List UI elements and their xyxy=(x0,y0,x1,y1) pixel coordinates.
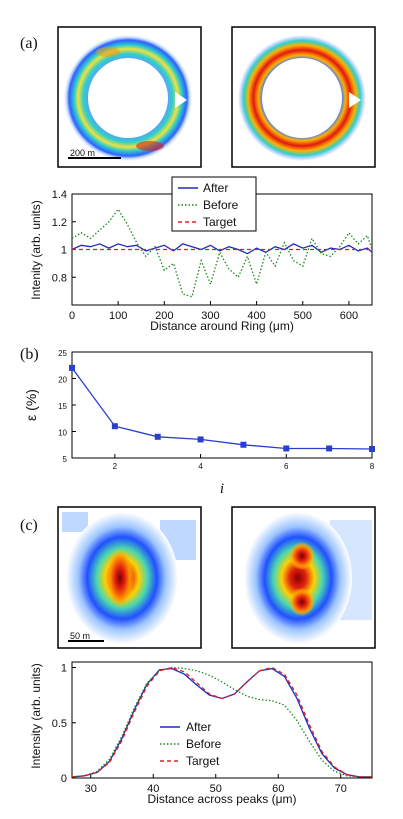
panel-label-a: (a) xyxy=(20,35,38,52)
x-tick-label: 30 xyxy=(85,783,97,795)
series-line-error xyxy=(71,367,373,450)
scale-label-a: 200 m xyxy=(70,148,95,158)
data-point xyxy=(240,441,247,448)
data-point xyxy=(111,423,118,430)
x-tick-label: 0 xyxy=(69,310,75,322)
data-point xyxy=(283,445,290,452)
y-tick-label: 1 xyxy=(61,663,67,675)
y-tick-label: 20 xyxy=(58,376,67,385)
legend-label-target: Target xyxy=(203,215,237,229)
y-tick-label: 1.2 xyxy=(52,217,67,229)
data-point xyxy=(369,445,375,452)
plot-a-ylabel: Intenity (arb. units) xyxy=(29,200,43,299)
x-tick-label: 4 xyxy=(198,462,203,471)
series-line-before xyxy=(71,666,372,778)
x-tick-label: 2 xyxy=(113,462,118,471)
ring-image-before xyxy=(231,26,376,168)
y-tick-label: 0.8 xyxy=(52,272,67,284)
panel-label-c: (c) xyxy=(20,517,38,534)
plot-c-ylabel: Intensity (arb. units) xyxy=(29,663,43,768)
plot-b-xlabel: i xyxy=(220,481,224,497)
data-point xyxy=(69,364,75,371)
series-line-before xyxy=(71,208,373,298)
plot-a-legend: After Before Target xyxy=(171,176,257,232)
plot-b-error: ε (%) i 2 4 6 8 5 10 15 20 25 xyxy=(23,349,375,497)
y-tick-label: 10 xyxy=(58,429,67,438)
series-line-after xyxy=(71,243,373,255)
y-tick-label: 5 xyxy=(63,455,68,464)
x-tick-label: 40 xyxy=(147,783,159,795)
peak-image-after: 50 m xyxy=(57,506,202,649)
peak-image-before xyxy=(231,506,376,649)
y-tick-label: 0.5 xyxy=(52,718,67,730)
x-tick-label: 200 xyxy=(155,310,173,322)
plot-a-ring-intensity: Intenity (arb. units) Distance around Ri… xyxy=(29,176,373,333)
x-tick-label: 70 xyxy=(335,783,347,795)
x-tick-label: 100 xyxy=(109,310,127,322)
plot-c-peak-profile: Intensity (arb. units) Distance across p… xyxy=(29,661,373,806)
x-tick-label: 50 xyxy=(210,783,222,795)
panel-label-b: (b) xyxy=(20,346,39,363)
x-tick-label: 600 xyxy=(340,310,358,322)
data-point xyxy=(197,436,204,443)
plot-a-xlabel: Distance around Ring (μm) xyxy=(150,319,294,333)
x-tick-label: 60 xyxy=(272,783,284,795)
x-tick-label: 300 xyxy=(201,310,219,322)
legend-c-label-before: Before xyxy=(186,737,222,751)
plot-c-legend: After Before Target xyxy=(160,720,222,768)
legend-label-after: After xyxy=(203,181,228,195)
series-line-target xyxy=(71,666,372,778)
y-tick-label: 1 xyxy=(61,245,67,257)
data-point xyxy=(154,433,161,440)
plot-c-xlabel: Distance across peaks (μm) xyxy=(148,792,297,806)
x-tick-label: 6 xyxy=(284,462,289,471)
legend-c-label-after: After xyxy=(186,720,211,734)
data-point xyxy=(326,445,333,452)
x-tick-label: 8 xyxy=(370,462,375,471)
y-tick-label: 0 xyxy=(61,773,67,785)
scale-label-c: 50 m xyxy=(70,631,90,641)
ring-image-after: 200 m xyxy=(57,26,202,168)
y-tick-label: 25 xyxy=(58,349,67,358)
x-tick-label: 500 xyxy=(294,310,312,322)
y-tick-label: 15 xyxy=(58,402,67,411)
plot-b-ylabel: ε (%) xyxy=(23,389,39,421)
legend-c-label-target: Target xyxy=(186,754,220,768)
legend-label-before: Before xyxy=(203,198,239,212)
x-tick-label: 400 xyxy=(247,310,265,322)
y-tick-label: 1.4 xyxy=(52,189,67,201)
